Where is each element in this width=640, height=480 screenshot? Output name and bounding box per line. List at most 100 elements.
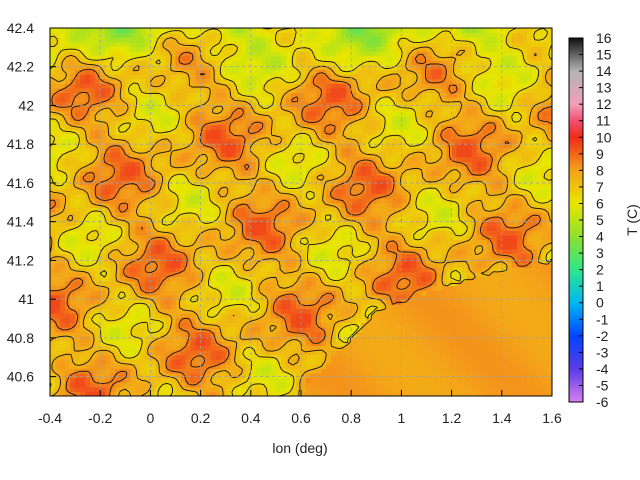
heatmap-cell: [396, 340, 402, 346]
heatmap-cell: [200, 345, 207, 351]
heatmap-cell: [406, 382, 413, 388]
heatmap-cell: [295, 317, 302, 323]
heatmap-cell: [421, 386, 428, 392]
heatmap-cell: [446, 391, 453, 396]
heatmap-cell: [351, 267, 357, 273]
heatmap-cell: [115, 382, 121, 388]
heatmap-cell: [245, 304, 252, 310]
heatmap-cell: [321, 230, 327, 236]
heatmap-cell: [466, 193, 473, 199]
heatmap-cell: [260, 363, 267, 369]
heatmap-cell: [531, 345, 538, 351]
heatmap-cell: [406, 248, 413, 254]
heatmap-cell: [165, 221, 172, 227]
heatmap-cell: [496, 345, 503, 351]
heatmap-cell: [446, 262, 453, 268]
heatmap-cell: [85, 221, 91, 227]
heatmap-cell: [295, 327, 302, 333]
heatmap-cell: [275, 350, 282, 356]
heatmap-cell: [170, 248, 177, 254]
heatmap-cell: [180, 253, 187, 259]
heatmap-cell: [436, 271, 443, 277]
heatmap-cell: [401, 267, 408, 273]
heatmap-cell: [441, 340, 448, 346]
heatmap-cell: [60, 175, 66, 181]
heatmap-cell: [275, 235, 282, 241]
heatmap-cell: [105, 276, 111, 282]
heatmap-cell: [60, 285, 66, 291]
heatmap-cell: [210, 327, 217, 333]
heatmap-cell: [245, 198, 252, 204]
heatmap-cell: [270, 262, 277, 268]
heatmap-cell: [506, 317, 513, 323]
heatmap-cell: [115, 363, 121, 369]
heatmap-cell: [130, 262, 136, 268]
heatmap-cell: [366, 377, 372, 383]
heatmap-cell: [265, 221, 272, 227]
heatmap-cell: [321, 363, 327, 369]
heatmap-cell: [265, 304, 272, 310]
heatmap-cell: [386, 281, 392, 287]
heatmap-cell: [416, 391, 423, 396]
heatmap-cell: [476, 230, 483, 236]
heatmap-cell: [270, 253, 277, 259]
heatmap-cell: [371, 262, 377, 268]
heatmap-cell: [466, 391, 473, 396]
heatmap-cell: [140, 285, 146, 291]
heatmap-cell: [90, 248, 96, 254]
heatmap-cell: [346, 189, 352, 195]
heatmap-cell: [396, 368, 402, 374]
heatmap-cell: [255, 216, 262, 222]
heatmap-cell: [316, 345, 322, 351]
heatmap-cell: [55, 207, 61, 213]
heatmap-cell: [456, 276, 463, 282]
heatmap-cell: [401, 166, 408, 172]
heatmap-cell: [321, 193, 327, 199]
heatmap-cell: [260, 299, 267, 305]
heatmap-cell: [321, 285, 327, 291]
heatmap-cell: [381, 308, 387, 314]
heatmap-cell: [381, 377, 387, 383]
heatmap-cell: [326, 230, 332, 236]
heatmap-cell: [471, 336, 478, 342]
heatmap-cell: [180, 368, 187, 374]
heatmap-cell: [386, 267, 392, 273]
heatmap-cell: [501, 308, 508, 314]
heatmap-cell: [210, 345, 217, 351]
heatmap-cell: [260, 235, 267, 241]
heatmap-cell: [536, 281, 543, 287]
heatmap-cell: [55, 285, 61, 291]
heatmap-cell: [356, 359, 362, 365]
heatmap-cell: [521, 391, 528, 396]
heatmap-cell: [526, 294, 533, 300]
heatmap-cell: [160, 350, 167, 356]
heatmap-cell: [180, 202, 187, 208]
heatmap-cell: [100, 285, 106, 291]
heatmap-cell: [130, 239, 136, 245]
heatmap-cell: [521, 322, 528, 328]
heatmap-cell: [411, 262, 418, 268]
heatmap-cell: [235, 175, 242, 181]
heatmap-cell: [255, 382, 262, 388]
heatmap-cell: [451, 308, 458, 314]
heatmap-cell: [466, 207, 473, 213]
heatmap-cell: [366, 170, 372, 176]
heatmap-cell: [295, 235, 302, 241]
heatmap-cell: [376, 198, 382, 204]
heatmap-cell: [255, 354, 262, 360]
heatmap-cell: [316, 299, 322, 305]
heatmap-cell: [466, 363, 473, 369]
heatmap-cell: [185, 368, 192, 374]
heatmap-cell: [466, 225, 473, 231]
heatmap-cell: [65, 193, 71, 199]
heatmap-cell: [461, 179, 468, 185]
heatmap-cell: [120, 281, 126, 287]
heatmap-cell: [265, 184, 272, 190]
heatmap-cell: [280, 216, 287, 222]
heatmap-cell: [120, 354, 126, 360]
heatmap-cell: [516, 313, 523, 319]
heatmap-cell: [230, 271, 237, 277]
heatmap-cell: [125, 216, 131, 222]
heatmap-cell: [391, 281, 397, 287]
heatmap-cell: [290, 290, 297, 296]
